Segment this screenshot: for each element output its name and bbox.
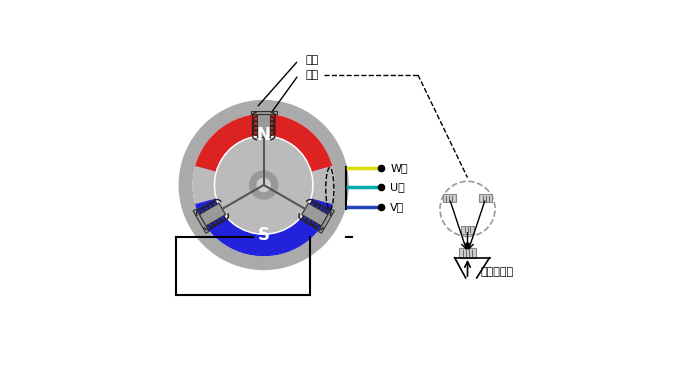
FancyBboxPatch shape	[459, 248, 475, 258]
Circle shape	[216, 137, 312, 233]
Circle shape	[257, 178, 270, 192]
FancyBboxPatch shape	[443, 194, 456, 202]
Text: 位置傳感器: 位置傳感器	[480, 268, 514, 278]
Text: S: S	[258, 226, 270, 244]
Wedge shape	[195, 198, 332, 256]
Text: 轉子: 轉子	[306, 55, 319, 65]
Polygon shape	[193, 209, 209, 233]
Wedge shape	[193, 167, 215, 203]
Wedge shape	[195, 114, 332, 172]
Polygon shape	[302, 203, 328, 226]
Circle shape	[193, 114, 334, 256]
Text: V相: V相	[391, 202, 405, 212]
Text: 定子: 定子	[306, 70, 319, 80]
Polygon shape	[251, 111, 276, 114]
FancyBboxPatch shape	[480, 194, 492, 202]
Text: U相: U相	[391, 182, 405, 192]
Circle shape	[250, 171, 278, 199]
FancyBboxPatch shape	[461, 226, 474, 234]
Polygon shape	[199, 203, 225, 226]
Text: N: N	[257, 126, 271, 144]
Circle shape	[179, 101, 348, 269]
Text: W相: W相	[391, 164, 408, 174]
Polygon shape	[318, 209, 335, 233]
Wedge shape	[313, 167, 334, 203]
Polygon shape	[257, 114, 270, 137]
